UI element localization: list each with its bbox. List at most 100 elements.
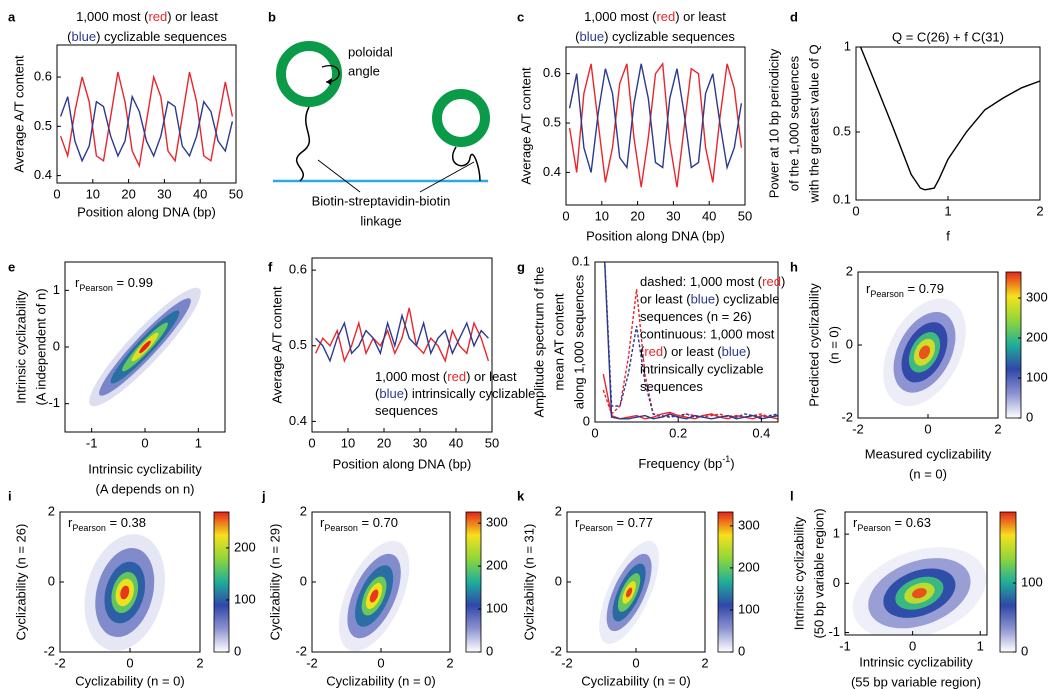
annotation-part: ( [375,386,380,401]
x-tick-label: -1 [86,435,98,450]
y-tick-label: 1 [53,282,60,297]
series-line [314,307,490,363]
x-tick-label: -2 [561,655,573,670]
y-tick-label: -2 [43,643,55,658]
annotation: (red) or least (blue) [640,344,751,359]
x-tick-label: 1 [977,638,984,653]
annotation-part: ) or least [466,369,517,384]
axes-box [565,46,746,206]
annotation-part: ( [67,29,72,44]
annotation-part: sequences [640,379,703,394]
correlation-label-part: Pearson [579,523,613,533]
annotation-part: dashed: 1,000 most ( [640,274,763,289]
axes-box [56,44,237,184]
x-tick-label: 2 [1036,203,1043,218]
y-tick-label: 0.6 [543,65,561,80]
panel-letter: b [268,9,276,24]
series-line [602,289,778,418]
y-tick-label: 0 [846,336,853,351]
annotation: sequences [375,403,438,418]
colorbar-tick-label: 300 [1026,289,1048,304]
y-tick-label: -1 [828,624,840,639]
correlation-label-part: = 0.79 [904,281,944,296]
y-tick-label: -1 [48,395,60,410]
colorbar-tick-label: 200 [234,539,256,554]
plot-area [859,47,1040,191]
plot-area [59,71,234,169]
annotation: (blue) cyclizable sequences [575,29,735,44]
density-contour [369,589,379,603]
x-tick-label: -2 [852,421,864,436]
panel-letter: e [8,259,15,274]
y-axis-label: Predicted cyclizability [806,283,821,407]
correlation-label-part: Pearson [857,523,891,533]
x-axis-label: Position along DNA (bp) [333,456,472,471]
annotation-part: ) or least ( [663,344,722,359]
panel-letter: f [268,259,273,274]
y-tick-label: 2 [846,263,853,278]
x-tick-label: 0.2 [669,425,687,440]
plot-area [568,61,743,188]
axes-box [311,257,493,433]
x-tick-label: 0 [53,186,60,201]
colorbar-tick-label: 100 [1021,574,1043,589]
annotation-part: ( [575,29,580,44]
annotation-part: red [644,344,663,359]
correlation-label: rPearson = 0.63 [853,515,931,533]
y-tick-label: 0 [48,573,55,588]
colorbar-tick-label: 100 [234,591,256,606]
annotation-part: blue [71,29,96,44]
panel-letter: i [8,488,12,503]
y-axis-label: Amplitude spectrum of the [531,266,546,417]
y-tick-label: 0.5 [833,123,851,138]
x-tick-label: 40 [702,208,716,223]
y-tick-label: 0.1 [833,191,851,206]
panel-letter: g [517,259,525,274]
y-tick-label: 0.5 [543,114,561,129]
density-contour [912,588,927,599]
panel-letter: k [517,488,525,503]
y-axis-label: along 1,000 sequences [571,274,586,409]
colorbar-tick-label: 300 [738,517,760,532]
x-axis-label: Measured cyclizability [865,446,992,461]
correlation-label-part: Pearson [870,289,904,299]
x-tick-label: 2 [994,421,1001,436]
panel-letter: a [8,9,16,24]
colorbar [1005,271,1022,419]
y-tick-label: 2 [555,503,562,518]
panel-letter: j [261,488,266,503]
colorbar-tick-label: 0 [486,643,493,658]
colorbar-tick-label: 200 [1026,329,1048,344]
annotation-part: ) or least [675,9,726,24]
colorbar-tick-label: 0 [1026,409,1033,424]
series-line [315,312,489,363]
annotation-part: ) or least [167,9,218,24]
x-axis-label: (A depends on n) [95,481,194,496]
panel-letter: d [790,9,798,24]
annotation-part: sequences (n = 26) [640,309,752,324]
x-tick-label: 10 [595,208,609,223]
annotation-part: ( [640,344,645,359]
colorbar [999,511,1017,653]
y-tick-label: 0.1 [572,253,590,268]
density-contour [139,340,151,354]
y-axis-label: Intrinsic cyclizability [791,516,806,630]
correlation-label: rPearson = 0.77 [575,515,653,533]
annotation-part: intrinsically cyclizable [640,362,764,377]
annotation-part: ) intrinsically cyclizable [404,386,535,401]
plot-area [84,534,165,651]
y-axis-label: (50 bp variable region) [811,508,826,638]
chart-title: Q = C(26) + f C(31) [892,29,1004,44]
x-axis-label: Cyclizability (n = 0) [326,673,435,688]
y-axis-label: with the greatest value of Q [806,44,821,203]
y-tick-label: 0.4 [289,413,307,428]
annotation-part: blue [579,29,604,44]
dna-ring [432,89,490,147]
y-tick-label: 2 [48,503,55,518]
diagram-label: angle [348,63,380,78]
y-tick-label: 0 [300,573,307,588]
annotation-part: red [148,9,167,24]
series-line [59,94,234,163]
annotation-part: blue [722,344,747,359]
